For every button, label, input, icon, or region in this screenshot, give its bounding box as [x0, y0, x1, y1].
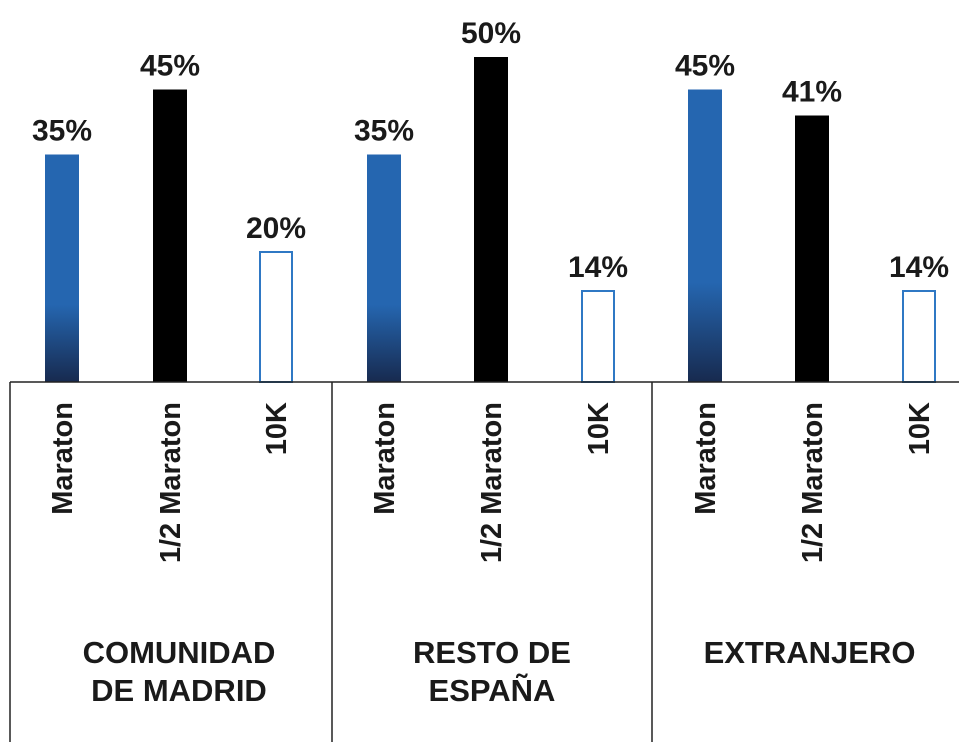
group-label-comunidad-de-madrid-line-2: DE MADRID	[91, 673, 267, 708]
category-label-extranjero-maraton: Maraton	[690, 402, 722, 515]
value-label-resto-de-espana-1-2-maraton: 50%	[461, 17, 521, 50]
value-label-resto-de-espana-maraton: 35%	[354, 115, 414, 148]
group-label-resto-de-espana-line-1: RESTO DE	[413, 635, 571, 670]
value-label-extranjero-10k: 14%	[889, 251, 949, 284]
category-label-comunidad-de-madrid-maraton: Maraton	[47, 402, 79, 515]
group-label-resto-de-espana-line-2: ESPAÑA	[429, 673, 556, 708]
bars-layer	[45, 57, 936, 383]
category-label-comunidad-de-madrid-1-2-maraton: 1/2 Maraton	[155, 402, 187, 563]
value-label-comunidad-de-madrid-maraton: 35%	[32, 115, 92, 148]
category-label-extranjero-1-2-maraton: 1/2 Maraton	[797, 402, 829, 563]
bar-extranjero-maraton	[688, 89, 722, 382]
bar-resto-de-espana-1-2-maraton	[474, 57, 508, 382]
bar-resto-de-espana-10k	[581, 290, 615, 383]
value-label-extranjero-maraton: 45%	[675, 50, 735, 83]
category-label-resto-de-espana-maraton: Maraton	[369, 402, 401, 515]
category-label-comunidad-de-madrid-10k: 10K	[261, 402, 293, 455]
value-label-comunidad-de-madrid-1-2-maraton: 45%	[140, 50, 200, 83]
bar-extranjero-1-2-maraton	[795, 115, 829, 382]
value-label-resto-de-espana-10k: 14%	[568, 251, 628, 284]
group-label-comunidad-de-madrid-line-1: COMUNIDAD	[83, 635, 276, 670]
labels-layer: 35% Maraton 45% 1/2 Maraton 20% 10K COMUNIDADD…	[32, 17, 949, 708]
value-label-extranjero-1-2-maraton: 41%	[782, 76, 842, 109]
bar-resto-de-espana-maraton	[367, 154, 401, 382]
bar-comunidad-de-madrid-maraton	[45, 154, 79, 382]
bar-extranjero-10k	[902, 290, 936, 383]
value-label-comunidad-de-madrid-10k: 20%	[246, 212, 306, 245]
category-frame	[9, 381, 959, 742]
bar-comunidad-de-madrid-1-2-maraton	[153, 89, 187, 382]
category-label-extranjero-10k: 10K	[904, 402, 936, 455]
category-label-resto-de-espana-1-2-maraton: 1/2 Maraton	[476, 402, 508, 563]
bar-comunidad-de-madrid-10k	[259, 251, 293, 383]
category-label-resto-de-espana-10k: 10K	[583, 402, 615, 455]
group-label-extranjero: EXTRANJERO	[704, 635, 916, 670]
